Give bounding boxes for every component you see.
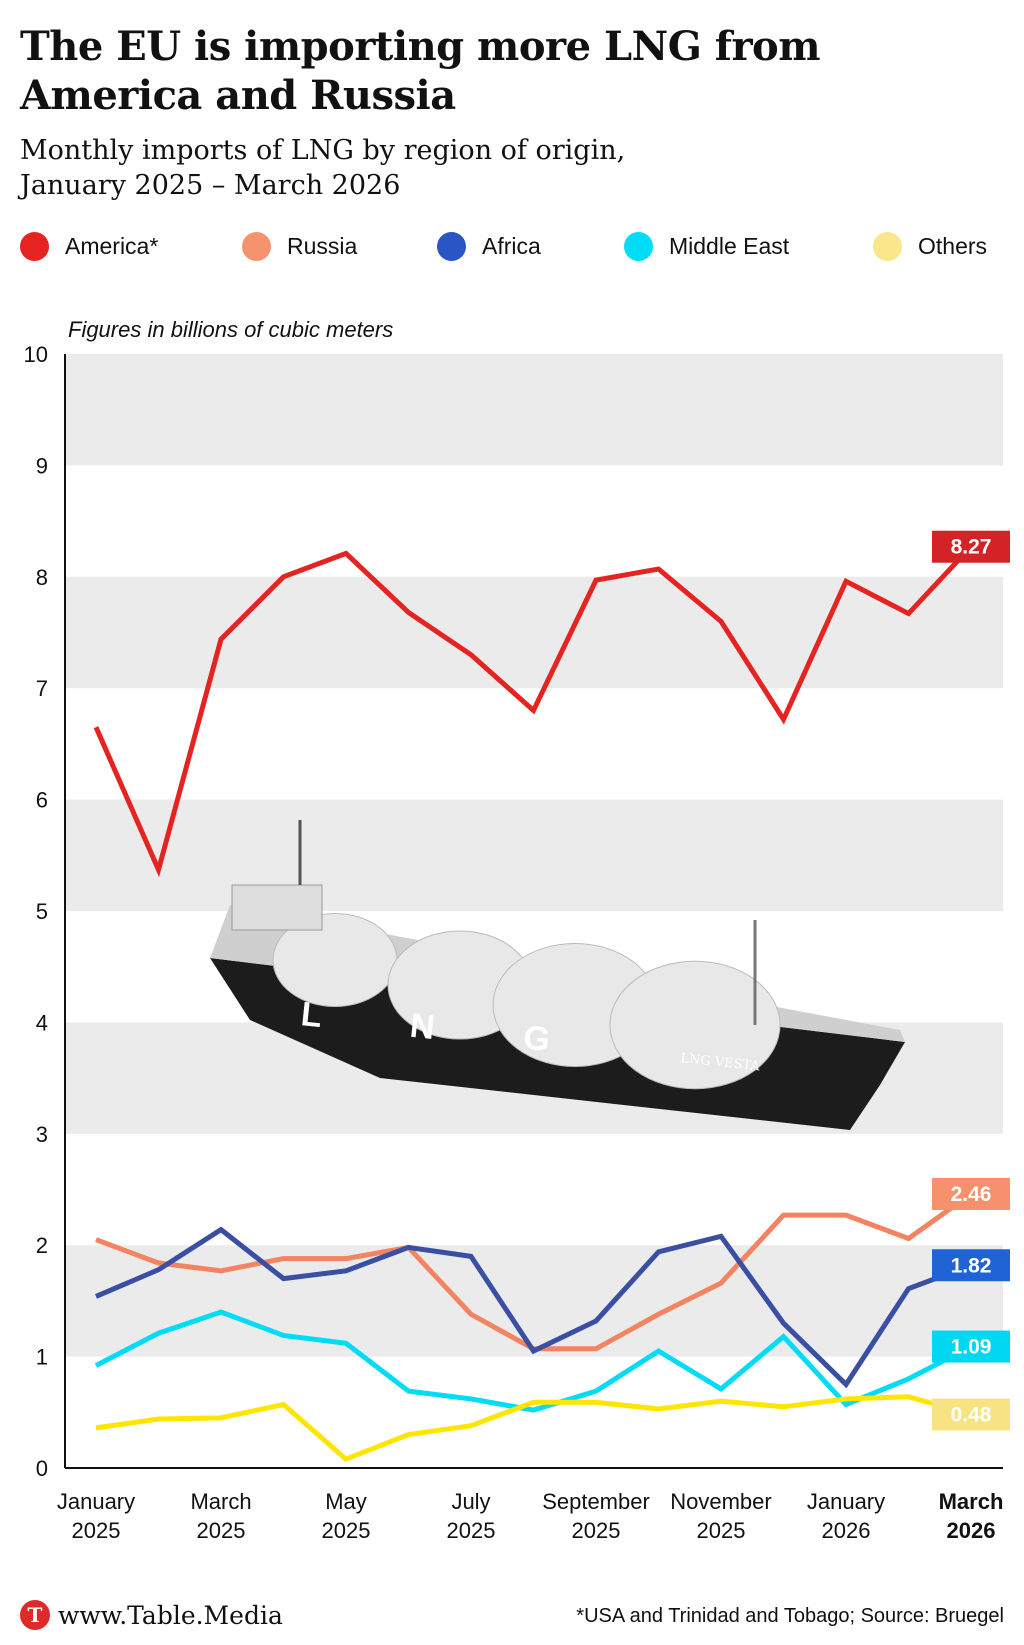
x-tick-label: 2025 xyxy=(72,1518,121,1543)
x-tick-label: 2025 xyxy=(322,1518,371,1543)
end-value-label: 1.82 xyxy=(951,1254,992,1277)
legend-label: Africa xyxy=(482,233,541,259)
grid-band xyxy=(65,576,1003,689)
line-chart: L N G LNG VESTA 0 1 2 3 4 5 6 7 8 9 10 January 2025 Mar… xyxy=(24,342,1010,1543)
x-tick-label: 2025 xyxy=(572,1518,621,1543)
x-tick-label: May xyxy=(325,1489,367,1514)
brand: T www.Table.Media xyxy=(20,1600,283,1630)
y-tick-label: 2 xyxy=(36,1233,48,1258)
x-tick-label: January xyxy=(57,1489,135,1514)
y-tick-label: 10 xyxy=(24,342,48,367)
legend-item-russia: Russia xyxy=(242,232,357,261)
x-tick-label: January xyxy=(807,1489,885,1514)
x-tick-label: March xyxy=(190,1489,251,1514)
subtitle-line-2: January 2025 – March 2026 xyxy=(20,170,401,201)
end-value-label-box xyxy=(932,530,1010,563)
legend-label: Others xyxy=(918,233,988,259)
x-tick-label: 2026 xyxy=(822,1518,871,1543)
x-tick-label: July xyxy=(451,1489,490,1514)
legend-item-america: America* xyxy=(20,232,158,261)
grid-band xyxy=(65,1245,1003,1357)
brand-url[interactable]: www.Table.Media xyxy=(58,1600,283,1630)
legend-swatch xyxy=(242,232,271,261)
x-tick-label: 2025 xyxy=(697,1518,746,1543)
legend-swatch xyxy=(20,232,49,261)
table-media-logo-icon: T xyxy=(20,1600,50,1630)
legend-swatch xyxy=(437,232,466,261)
end-value-label: 8.27 xyxy=(951,536,992,559)
end-value-label-box xyxy=(932,1177,1010,1210)
x-tick-label: 2026 xyxy=(947,1518,996,1543)
y-tick-label: 8 xyxy=(36,565,48,590)
series-line-others xyxy=(95,1394,972,1462)
grid-band xyxy=(65,354,1003,466)
y-tick-label: 1 xyxy=(36,1345,48,1370)
y-tick-label: 3 xyxy=(36,1122,48,1147)
end-value-label-box xyxy=(932,1249,1010,1282)
x-tick-label: September xyxy=(542,1489,650,1514)
end-value-label: 0.48 xyxy=(951,1404,992,1427)
lng-tank xyxy=(609,960,781,1090)
end-value-label-box xyxy=(932,1330,1010,1363)
chart-title: The EU is importing more LNG from Americ… xyxy=(20,23,821,119)
legend-swatch xyxy=(873,232,902,261)
x-tick-label: 2025 xyxy=(197,1518,246,1543)
y-tick-label: 9 xyxy=(36,453,48,478)
end-value-label: 2.46 xyxy=(951,1183,992,1206)
end-value-label: 1.09 xyxy=(951,1336,992,1359)
source-note: *USA and Trinidad and Tobago; Source: Br… xyxy=(576,1605,1004,1627)
y-tick-label: 4 xyxy=(36,1010,48,1035)
y-tick-label: 6 xyxy=(36,788,48,813)
chart-subtitle: Monthly imports of LNG by region of orig… xyxy=(20,133,920,203)
y-tick-label: 5 xyxy=(36,899,48,924)
x-tick-label: March xyxy=(939,1489,1004,1514)
legend-item-others: Others xyxy=(873,232,987,261)
x-tick-label: November xyxy=(670,1489,771,1514)
grid-band xyxy=(65,799,1003,911)
lng-ship-image: L N G LNG VESTA xyxy=(210,820,905,1130)
ship-bridge xyxy=(231,884,323,931)
y-tick-label: 7 xyxy=(36,676,48,701)
legend: America* Russia Africa Middle East Other… xyxy=(20,232,1010,264)
subtitle-line-1: Monthly imports of LNG by region of orig… xyxy=(20,135,626,166)
legend-item-africa: Africa xyxy=(437,232,541,261)
y-tick-label: 0 xyxy=(36,1456,48,1481)
unit-note: Figures in billions of cubic meters xyxy=(68,317,394,342)
legend-label: Russia xyxy=(287,233,358,259)
legend-swatch xyxy=(624,232,653,261)
end-value-label-box xyxy=(932,1398,1010,1431)
legend-label: Middle East xyxy=(669,233,790,259)
legend-item-middle-east: Middle East xyxy=(624,232,789,261)
legend-label: America* xyxy=(65,233,159,259)
x-tick-label: 2025 xyxy=(447,1518,496,1543)
